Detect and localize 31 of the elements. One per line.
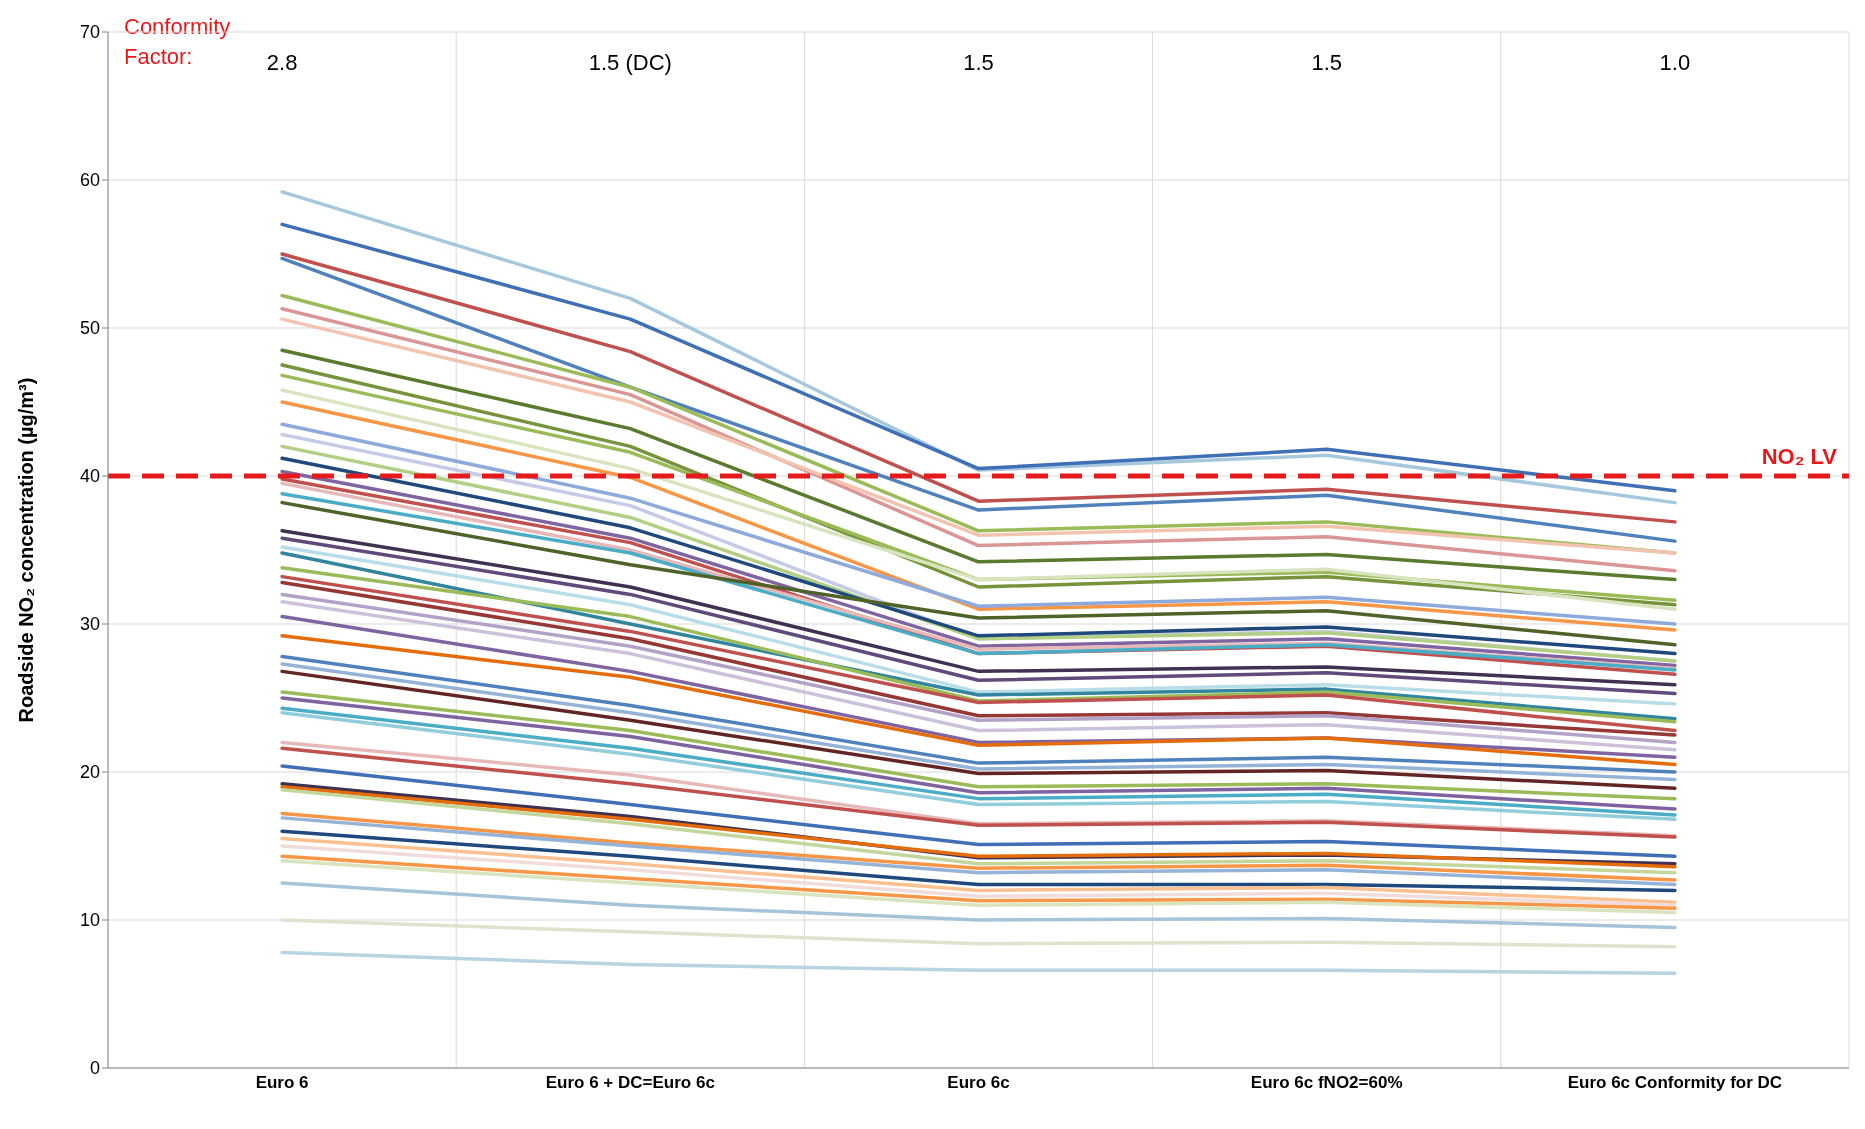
line-series [280,918,1677,949]
annotation: 1.5 [962,50,995,76]
line-series [280,829,1677,893]
y-tick-label: 0 [89,1058,100,1079]
y-tick-label: 70 [79,22,100,43]
y-tick-label: 10 [79,910,100,931]
line-series [280,500,1677,647]
annotation: 1.0 [1658,50,1692,76]
y-axis-title: Roadside NO₂ concentration (µg/m³) [15,377,38,723]
x-tick-label: Euro 6 + DC=Euro 6c [545,1073,715,1093]
annotation: Conformity Factor: [124,13,232,71]
x-tick-label: Euro 6c Conformity for DC [1567,1073,1783,1093]
y-tick-label: 40 [79,466,100,487]
y-tick-label: 60 [79,170,100,191]
x-tick-label: Euro 6 [255,1073,309,1093]
ref-line-label: NO₂ LV [1761,444,1838,469]
line-series [280,950,1677,976]
annotation: 2.8 [265,50,299,76]
y-tick-label: 20 [79,762,100,783]
y-tick-label: 30 [79,614,100,635]
y-tick-label: 50 [79,318,100,339]
line-series [280,634,1677,767]
line-series [280,844,1677,907]
annotation: 1.5 [1310,50,1343,76]
x-tick-label: Euro 6c [947,1073,1010,1093]
x-tick-label: Euro 6c fNO2=60% [1250,1073,1403,1093]
line-series [280,881,1677,930]
line-series [280,764,1677,859]
annotation: 1.5 (DC) [587,50,673,76]
line-series [280,836,1677,904]
line-series [280,348,1677,582]
